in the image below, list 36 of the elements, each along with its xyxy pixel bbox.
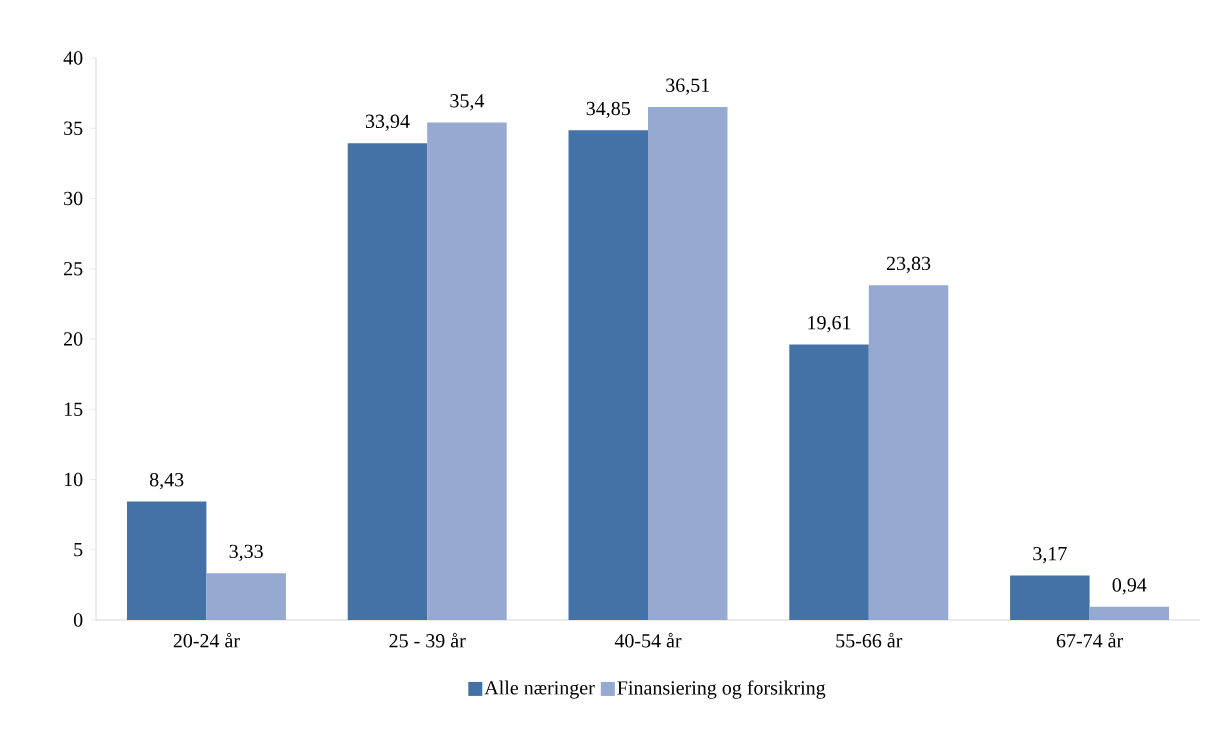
bar — [1010, 575, 1090, 620]
bar — [347, 143, 428, 620]
x-tick-label: 40-54 år — [614, 632, 682, 648]
legend-label: Alle næringer — [484, 680, 595, 699]
y-tick-label: 25 — [64, 262, 83, 276]
y-tick-label: 5 — [74, 543, 83, 557]
data-label: 36,51 — [666, 78, 710, 95]
y-tick-label: 0 — [73, 613, 83, 627]
data-label: 23,83 — [886, 256, 931, 273]
data-label: 3,17 — [1033, 546, 1067, 564]
x-tick-label: 55-66 år — [836, 632, 903, 648]
y-tick-label: 20 — [64, 332, 83, 346]
bar — [568, 130, 648, 620]
y-tick-label: 35 — [64, 121, 83, 135]
bar — [126, 501, 207, 620]
legend-label: Finansiering og forsikring — [617, 680, 826, 699]
data-label: 34,85 — [586, 101, 630, 119]
bar — [648, 107, 728, 620]
bar — [868, 285, 949, 620]
bar — [789, 344, 869, 620]
data-label: 35,4 — [450, 94, 485, 111]
bar — [1089, 606, 1170, 620]
data-label: 0,94 — [1112, 578, 1147, 595]
data-label: 33,94 — [365, 114, 410, 131]
data-label: 8,43 — [149, 472, 184, 490]
x-tick-label: 25 - 39 år — [389, 632, 466, 648]
data-label: 19,61 — [808, 315, 851, 333]
data-label: 3,33 — [229, 544, 263, 561]
bar — [206, 573, 286, 620]
x-tick-label: 20-24 år — [173, 632, 240, 648]
y-tick-label: 30 — [64, 191, 83, 206]
x-tick-label: 67-74 år — [1056, 632, 1123, 648]
y-tick-label: 40 — [63, 51, 83, 65]
y-tick-label: 10 — [64, 472, 83, 487]
y-tick-label: 15 — [64, 402, 83, 416]
bar — [427, 122, 507, 620]
